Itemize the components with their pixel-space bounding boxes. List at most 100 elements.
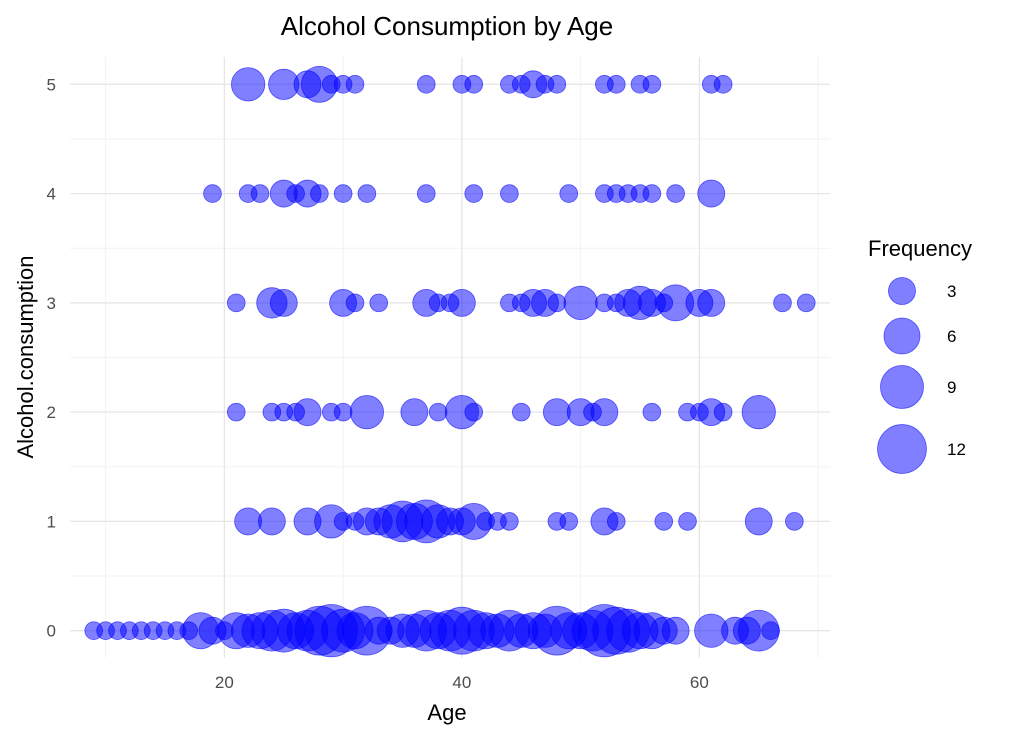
data-point xyxy=(563,285,598,320)
y-tick-label: 1 xyxy=(47,512,56,531)
data-point xyxy=(500,184,519,203)
legend-key-label: 3 xyxy=(947,282,956,301)
data-point xyxy=(562,612,600,650)
data-point xyxy=(464,184,484,203)
legend-title: Frequency xyxy=(868,236,972,261)
data-point xyxy=(500,512,519,531)
y-tick-label: 3 xyxy=(47,294,56,313)
data-point xyxy=(642,402,662,422)
data-point xyxy=(713,402,733,422)
data-point xyxy=(277,612,315,650)
legend-key-label: 12 xyxy=(947,440,966,459)
data-point xyxy=(732,616,761,645)
data-point xyxy=(293,70,322,99)
data-point xyxy=(447,507,476,536)
data-point xyxy=(345,293,365,313)
data-point xyxy=(376,616,405,645)
data-point xyxy=(796,293,816,313)
data-point xyxy=(464,75,484,94)
data-point xyxy=(369,293,389,313)
data-point xyxy=(345,512,365,531)
chart-title: Alcohol Consumption by Age xyxy=(281,11,613,41)
data-point xyxy=(428,402,448,422)
data-point xyxy=(697,179,726,208)
data-point xyxy=(440,293,460,313)
data-point xyxy=(697,288,726,317)
data-point xyxy=(678,512,697,531)
data-point xyxy=(654,293,674,313)
data-point xyxy=(234,507,263,536)
x-axis-label: Age xyxy=(427,700,466,725)
data-point xyxy=(547,75,567,94)
data-point xyxy=(744,507,773,536)
data-point xyxy=(773,293,792,313)
data-point xyxy=(666,184,685,203)
legend-key-circle xyxy=(880,365,924,409)
data-point xyxy=(357,184,377,203)
data-point xyxy=(333,184,353,203)
data-point xyxy=(559,184,579,203)
data-point xyxy=(179,621,199,640)
y-axis-label: Alcohol.consumption xyxy=(13,255,38,458)
data-point xyxy=(416,75,436,94)
y-tick-label: 2 xyxy=(47,403,56,422)
data-point xyxy=(464,402,484,422)
data-point xyxy=(511,293,531,313)
data-point xyxy=(606,293,626,313)
data-point xyxy=(286,184,305,203)
x-tick-label: 40 xyxy=(452,673,471,692)
legend-key-circle xyxy=(883,317,921,355)
axis-layer: 20 40 60 0 1 2 3 4 5 xyxy=(47,75,709,692)
data-point xyxy=(215,621,234,640)
data-point xyxy=(231,613,266,648)
data-point xyxy=(713,75,733,94)
data-point xyxy=(226,402,246,422)
data-point xyxy=(785,512,804,531)
data-point xyxy=(606,75,626,94)
y-tick-label: 4 xyxy=(47,185,56,204)
data-point xyxy=(269,288,298,317)
data-point xyxy=(203,184,222,203)
legend-key-circle xyxy=(888,277,916,305)
data-point xyxy=(583,402,602,422)
data-point xyxy=(547,293,567,313)
data-point xyxy=(364,507,393,536)
points-layer xyxy=(84,65,816,658)
data-point xyxy=(333,402,353,422)
x-tick-label: 20 xyxy=(215,673,234,692)
data-point xyxy=(257,507,286,536)
data-point xyxy=(231,67,266,102)
legend-key-circle xyxy=(877,424,927,474)
data-point xyxy=(286,402,305,422)
data-point xyxy=(642,75,662,94)
data-point xyxy=(527,613,563,648)
data-point xyxy=(226,293,246,313)
legend-items: 3 6 9 12 xyxy=(877,277,966,474)
data-point xyxy=(345,75,365,94)
data-point xyxy=(416,184,436,203)
data-point xyxy=(761,621,780,640)
legend-key-label: 6 xyxy=(947,327,956,346)
y-tick-label: 5 xyxy=(47,75,56,94)
data-point xyxy=(654,512,674,531)
data-point xyxy=(310,184,329,203)
data-point xyxy=(559,512,579,531)
data-point xyxy=(349,395,384,430)
data-point xyxy=(690,402,709,422)
data-point xyxy=(642,184,662,203)
data-point xyxy=(741,395,776,430)
x-tick-label: 60 xyxy=(690,673,709,692)
data-point xyxy=(511,75,531,94)
data-point xyxy=(400,398,429,427)
data-point xyxy=(250,184,270,203)
legend-key-label: 9 xyxy=(947,378,956,397)
data-point xyxy=(606,512,626,531)
legend: Frequency 3 6 9 12 xyxy=(868,236,972,474)
y-tick-label: 0 xyxy=(47,622,56,641)
data-point xyxy=(293,507,322,536)
data-point xyxy=(542,398,571,427)
data-point xyxy=(511,402,531,422)
data-point xyxy=(661,616,690,645)
